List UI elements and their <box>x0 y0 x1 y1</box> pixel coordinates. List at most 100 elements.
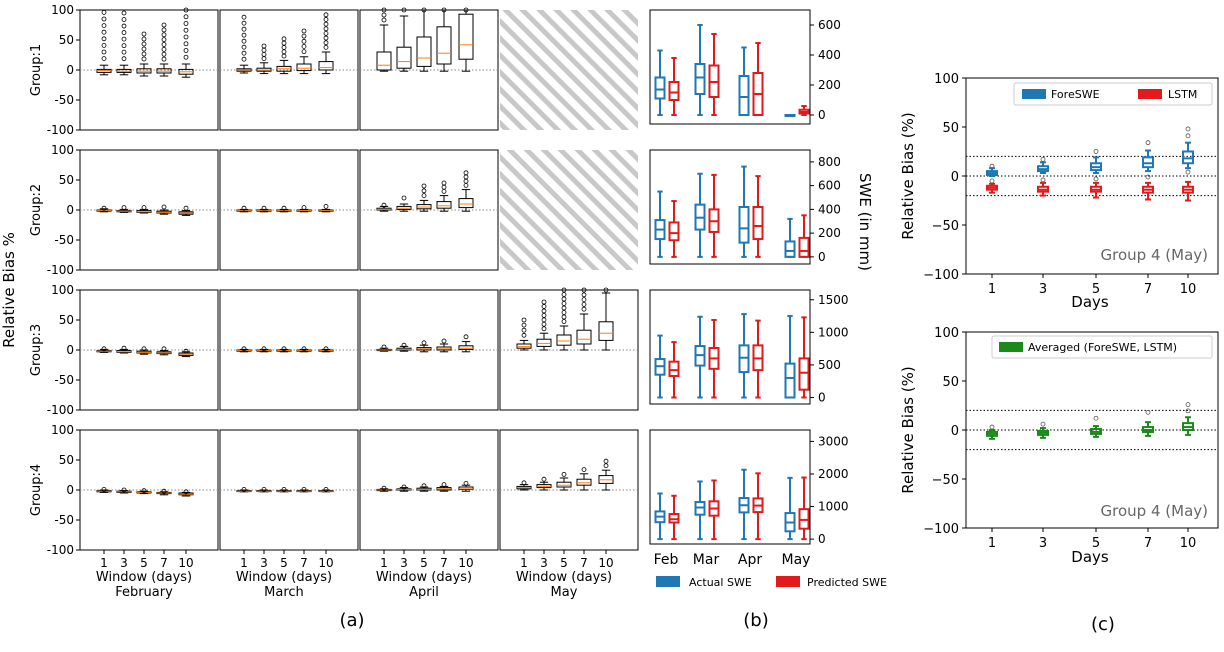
boxplot-window-5 <box>556 471 572 491</box>
x-tick-label: 5 <box>420 556 428 570</box>
subplot-frame <box>649 289 811 405</box>
outlier-point <box>261 43 267 49</box>
panel-c-bottom-ylabel: Relative Bias (%) <box>899 366 917 493</box>
boxplot-window-7 <box>296 486 312 493</box>
y-tick-label: −50 <box>932 219 959 234</box>
predicted-swe-box-Apr <box>752 472 764 541</box>
boxplot-window-3 <box>396 195 412 212</box>
panel-a-row-label-2: Group:2 <box>29 184 44 236</box>
outlier-point <box>541 304 547 309</box>
outlier-point <box>421 7 427 13</box>
outlier-point <box>141 31 147 37</box>
boxplot-window-7 <box>156 22 172 77</box>
outlier-point <box>183 205 189 211</box>
predicted-swe-box-Mar <box>708 479 720 541</box>
boxplot-window-5 <box>416 340 432 353</box>
y-tick-label: 100 <box>934 326 959 341</box>
boxplot-window-1 <box>236 486 252 493</box>
boxplot-window-3 <box>256 205 272 213</box>
outlier-point <box>1145 409 1151 415</box>
box-iqr <box>556 334 572 346</box>
y-tick-label: 100 <box>51 143 74 157</box>
panel-a-subplot-g2-m4 <box>500 150 638 270</box>
boxplot-window-3 <box>396 484 412 492</box>
boxplot-window-7 <box>296 28 312 75</box>
y-tick-label: 50 <box>59 173 74 187</box>
outlier-point <box>101 205 107 211</box>
legend-averaged-swatch <box>999 342 1023 352</box>
outlier-point <box>1040 421 1046 427</box>
panel-a-subplot-g2-m2 <box>219 149 359 271</box>
boxplot-window-3 <box>256 346 272 353</box>
plot-layer: 100500-50-100100500-50-100100500-50-1001… <box>47 3 1219 570</box>
box-iqr <box>416 36 432 67</box>
boxplot-window-7 <box>436 7 452 72</box>
actual-swe-box-Mar <box>694 172 706 258</box>
outlier-point <box>141 488 147 494</box>
outlier-point <box>141 56 147 62</box>
y-tick-label: 0 <box>818 532 826 546</box>
panel-a-ylabel: Relative Bias % <box>0 232 18 348</box>
panel-a-subplot-g4-m3: 1 3 5 7 10 <box>359 429 499 570</box>
actual-swe-box-Mar <box>694 24 706 116</box>
outlier-point <box>161 488 167 494</box>
outlier-point <box>301 33 307 39</box>
outlier-point <box>989 424 995 430</box>
box-iqr <box>458 198 474 209</box>
panel-a-subplot-g3-m4 <box>499 287 639 411</box>
outlier-point <box>561 471 567 477</box>
boxplot-window-5 <box>276 36 292 75</box>
outlier-point <box>441 7 447 13</box>
boxplot-window-3 <box>116 205 132 213</box>
box-lstm-day-10 <box>1182 169 1194 202</box>
y-tick-label: 50 <box>59 313 74 327</box>
outlier-point <box>183 7 189 13</box>
outlier-point <box>241 56 247 62</box>
boxplot-window-1 <box>96 9 112 76</box>
actual-swe-box-Feb <box>654 492 666 541</box>
actual-swe-box-May <box>784 476 796 541</box>
actual-swe-box-Apr <box>738 165 750 258</box>
box-iqr <box>752 206 764 241</box>
panel-b-subplot-g2: 800 600 400 200 0 <box>649 149 841 265</box>
outlier-point <box>1093 176 1099 182</box>
x-tick-label: 10 <box>178 556 193 570</box>
legend-actual-label: Actual SWE <box>689 576 752 589</box>
boxplot-window-3 <box>536 299 552 351</box>
subplot-frame <box>79 9 219 131</box>
box-lstm-day-3 <box>1037 177 1049 197</box>
boxplot-window-3 <box>396 7 412 72</box>
outlier-point <box>401 195 407 201</box>
panel-a-xlabel-2: Window (days) <box>236 570 332 585</box>
panel-a-subplot-g1-m2 <box>219 9 359 131</box>
outlier-point <box>101 23 107 29</box>
box-iqr <box>436 201 452 209</box>
y-tick-label: 400 <box>818 48 841 62</box>
legend-predicted-swatch <box>776 576 800 587</box>
panel-a-xlabel-4: Window (days) <box>516 570 612 585</box>
panel-a-row-label-1: Group:1 <box>29 44 44 96</box>
outlier-point <box>101 346 107 352</box>
outlier-point <box>161 204 167 210</box>
outlier-point <box>521 332 527 338</box>
outlier-point <box>421 193 427 199</box>
boxplot-window-5 <box>416 483 432 492</box>
x-tick-label: 1 <box>240 556 248 570</box>
outlier-point <box>541 299 547 305</box>
x-tick-label: 3 <box>260 556 268 570</box>
y-tick-label: 0 <box>818 390 826 404</box>
y-tick-label: -100 <box>47 263 74 277</box>
boxplot-window-5 <box>136 346 152 355</box>
panel-b-subplot-g3: 1500 1000 500 0 <box>649 289 849 405</box>
outlier-point <box>121 30 127 35</box>
outlier-point <box>161 46 167 52</box>
outlier-point <box>1145 140 1151 146</box>
outlier-point <box>121 10 127 16</box>
outlier-point <box>161 56 167 62</box>
outlier-point <box>183 34 189 40</box>
outlier-point <box>183 54 189 60</box>
x-tick-label: 7 <box>580 556 588 570</box>
actual-swe-box-Apr <box>738 46 750 116</box>
box-iqr <box>458 13 474 60</box>
x-tick-label: 3 <box>120 556 128 570</box>
